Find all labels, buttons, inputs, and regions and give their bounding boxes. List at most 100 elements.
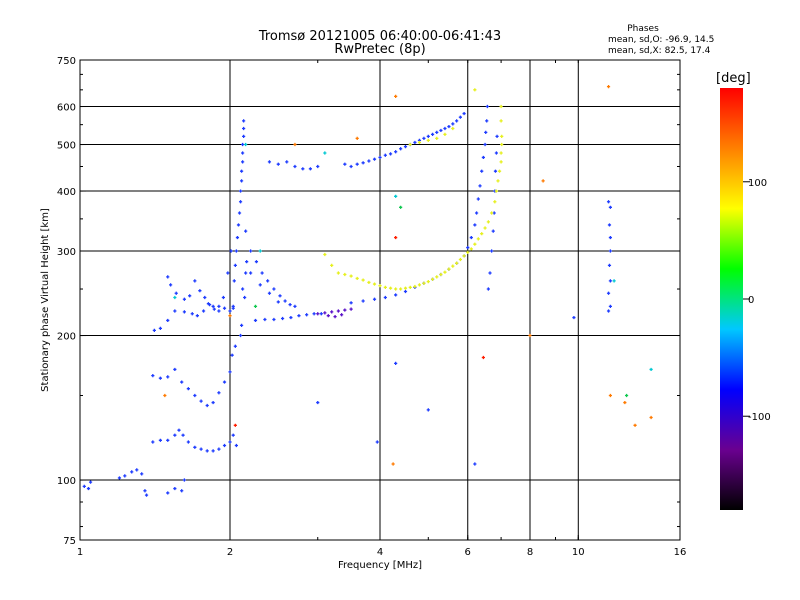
colorbar-ticks: 100 0 -100 xyxy=(743,178,771,423)
series-phase-group xyxy=(163,85,653,466)
data-point xyxy=(488,271,492,275)
data-point xyxy=(254,260,259,264)
data-point xyxy=(239,179,244,183)
data-point xyxy=(316,164,320,169)
data-point xyxy=(243,295,247,300)
data-point xyxy=(606,200,611,204)
phase-stats-x: mean, sd,X: 82.5, 17.4 xyxy=(608,46,711,56)
data-point xyxy=(190,312,194,316)
data-point xyxy=(361,161,365,165)
x-tick-label: 2 xyxy=(227,547,233,558)
data-point xyxy=(198,289,202,293)
data-point xyxy=(473,88,477,92)
data-point xyxy=(241,151,245,155)
data-point xyxy=(222,380,227,384)
data-point xyxy=(199,447,203,451)
data-point xyxy=(234,249,238,253)
colorbar-label: [deg] xyxy=(716,71,751,86)
data-point xyxy=(336,271,340,275)
data-point xyxy=(319,312,323,316)
data-point xyxy=(229,249,233,253)
data-point xyxy=(211,400,215,405)
data-point xyxy=(253,304,258,308)
data-point xyxy=(491,229,495,233)
data-point xyxy=(388,152,393,156)
data-point xyxy=(422,281,426,285)
data-point xyxy=(494,189,499,193)
data-point xyxy=(408,142,412,147)
data-point xyxy=(388,286,393,290)
data-point xyxy=(272,287,276,291)
data-point xyxy=(607,263,612,267)
data-point xyxy=(158,438,163,442)
data-point xyxy=(245,260,249,264)
data-point xyxy=(378,284,382,288)
data-point xyxy=(447,267,451,271)
data-point xyxy=(123,474,127,478)
data-point xyxy=(88,480,93,484)
data-point xyxy=(173,367,177,372)
data-point xyxy=(455,119,459,123)
data-point xyxy=(623,400,627,405)
data-point xyxy=(173,486,177,491)
data-point xyxy=(394,235,398,240)
data-point xyxy=(238,200,243,204)
data-point xyxy=(244,229,248,233)
data-point xyxy=(494,151,499,155)
colorbar: [deg] 100 0 -100 xyxy=(716,71,771,510)
data-point xyxy=(473,242,477,246)
data-point xyxy=(466,250,470,255)
data-point xyxy=(228,314,232,318)
data-point xyxy=(289,315,293,320)
data-point xyxy=(355,276,359,281)
data-point xyxy=(417,140,422,145)
data-point xyxy=(241,287,245,291)
data-point xyxy=(323,252,327,257)
data-point xyxy=(212,307,216,311)
data-point xyxy=(499,104,503,109)
data-point xyxy=(473,462,477,466)
data-point xyxy=(230,353,234,357)
data-point xyxy=(242,134,246,138)
data-point xyxy=(443,270,447,274)
series-phase-group xyxy=(82,104,613,497)
data-point xyxy=(207,302,212,307)
data-point xyxy=(238,189,243,193)
data-point xyxy=(343,272,347,277)
data-point xyxy=(426,408,430,412)
data-point xyxy=(297,314,301,318)
data-point xyxy=(528,333,532,338)
data-point xyxy=(151,440,155,444)
data-point xyxy=(608,249,613,253)
data-point xyxy=(493,200,497,204)
y-tick-label: 500 xyxy=(57,141,76,152)
data-point xyxy=(361,278,365,282)
colorbar-gradient xyxy=(720,88,743,510)
data-point xyxy=(280,316,285,321)
data-point xyxy=(486,220,490,224)
data-point xyxy=(367,280,371,285)
data-point xyxy=(188,294,192,298)
data-point xyxy=(278,294,282,298)
data-point xyxy=(258,249,262,253)
data-point xyxy=(285,160,289,164)
data-point xyxy=(249,271,253,275)
phase-stats: Phases mean, sd,O: -96.9, 14.5 mean, sd,… xyxy=(608,24,714,56)
series-phase-group xyxy=(323,88,504,291)
data-point xyxy=(316,312,320,316)
data-point xyxy=(177,428,181,432)
data-point xyxy=(152,328,156,332)
data-point xyxy=(499,160,503,164)
x-tick-label: 16 xyxy=(674,547,687,558)
data-point xyxy=(394,150,398,154)
data-point xyxy=(238,333,243,338)
data-point xyxy=(499,151,503,155)
data-point xyxy=(258,283,262,287)
data-point xyxy=(267,291,272,295)
y-tick-label: 100 xyxy=(57,476,76,487)
data-point xyxy=(158,326,163,330)
data-point xyxy=(82,484,86,488)
data-point xyxy=(242,119,246,123)
colorbar-tick-label: -100 xyxy=(748,412,771,423)
data-point xyxy=(293,142,297,147)
